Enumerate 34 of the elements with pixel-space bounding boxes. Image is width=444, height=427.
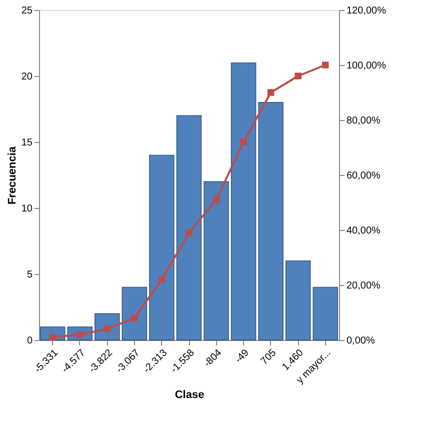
point bbox=[322, 62, 329, 68]
x-tick-label: 705 bbox=[259, 347, 279, 368]
x-tick-label: -804 bbox=[202, 347, 224, 370]
y2-tick-label: 40,00% bbox=[346, 226, 381, 236]
y-tick-label: 0 bbox=[26, 336, 33, 346]
point bbox=[158, 276, 166, 283]
y2-tick-label: 20,00% bbox=[346, 280, 381, 292]
bar bbox=[204, 181, 229, 340]
bar bbox=[258, 102, 284, 340]
y2-tick-label: 120,00% bbox=[346, 6, 386, 16]
y2-tick-label: 60,00% bbox=[346, 170, 381, 182]
bar bbox=[122, 286, 148, 340]
bar bbox=[312, 286, 338, 340]
y-tick-label: 25 bbox=[21, 6, 33, 16]
bar bbox=[230, 62, 256, 340]
bar bbox=[285, 260, 311, 340]
y2-tick-label: 80,00% bbox=[346, 116, 381, 126]
bar bbox=[176, 115, 202, 340]
x-tick-label: -49 bbox=[233, 347, 252, 366]
y2-tick-label: 0,00% bbox=[346, 336, 375, 346]
point bbox=[131, 314, 138, 322]
point bbox=[212, 196, 220, 204]
y-axis-title: Frecuencia bbox=[6, 146, 18, 205]
y2-tick-label: 100,00% bbox=[346, 60, 386, 72]
y-tick-label: 10 bbox=[21, 204, 33, 214]
point bbox=[186, 229, 192, 236]
point bbox=[294, 72, 302, 80]
y-tick-label: 15 bbox=[21, 138, 33, 148]
y-tick-label: 5 bbox=[26, 270, 33, 280]
point bbox=[240, 138, 247, 146]
point bbox=[267, 89, 274, 96]
y-tick-label: 20 bbox=[21, 72, 33, 82]
x-axis-title: Clase bbox=[174, 389, 204, 402]
bar bbox=[149, 154, 174, 340]
